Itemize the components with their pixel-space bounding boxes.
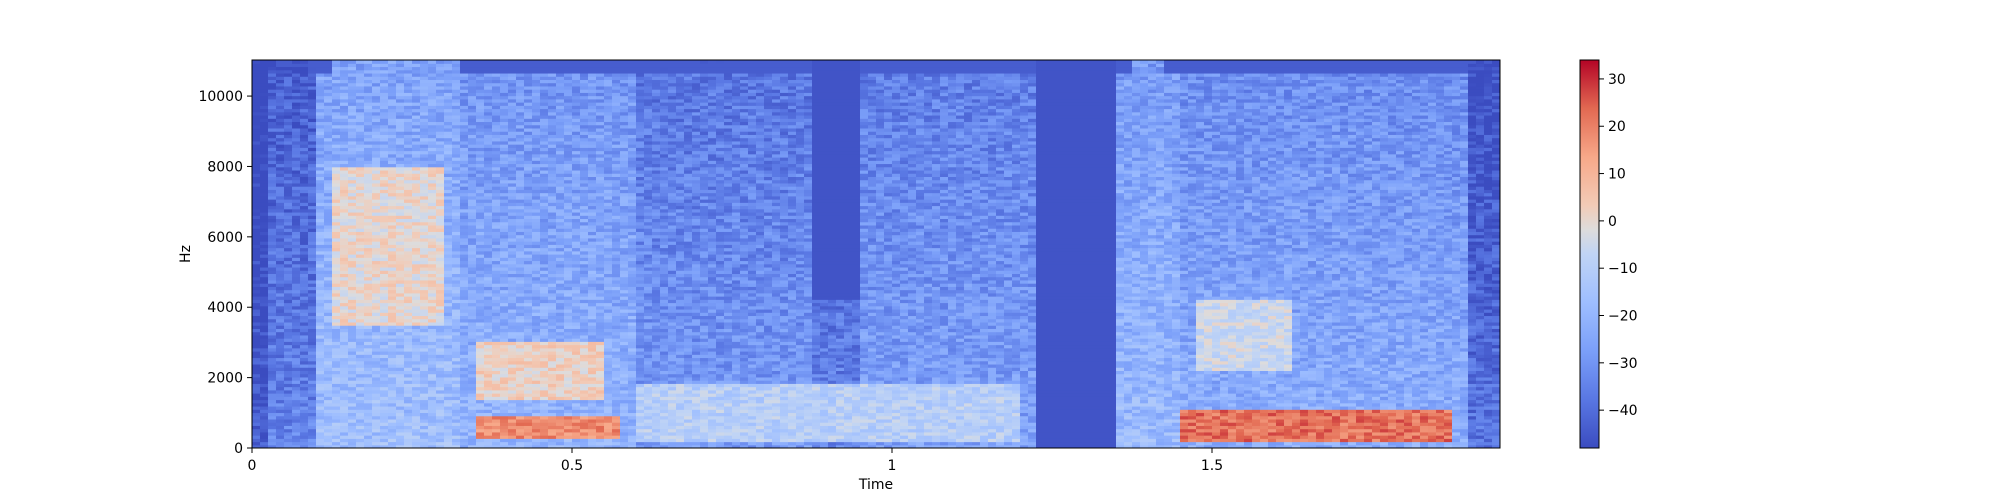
spectrogram-cell bbox=[340, 60, 349, 64]
spectrogram-cell bbox=[548, 60, 557, 64]
spectrogram-cell bbox=[508, 60, 517, 64]
spectrogram-cell bbox=[412, 60, 421, 64]
spectrogram-cell bbox=[324, 60, 333, 64]
spectrogram-cell bbox=[532, 60, 541, 64]
spectrogram-cell bbox=[348, 60, 357, 64]
spectrogram-cell bbox=[460, 60, 469, 64]
spectrogram-cell bbox=[364, 60, 373, 64]
spectrogram-cell bbox=[260, 60, 269, 64]
spectrogram-cell bbox=[276, 60, 285, 64]
spectrogram-cell bbox=[428, 60, 437, 64]
spectrogram-cell bbox=[268, 60, 277, 64]
spectrogram-cell bbox=[468, 60, 477, 64]
spectrogram-cell bbox=[404, 60, 413, 64]
spectrogram-cell bbox=[356, 60, 365, 64]
spectrogram-cell bbox=[436, 60, 445, 64]
spectrogram-cell bbox=[332, 60, 341, 64]
spectrogram-cell bbox=[380, 60, 389, 64]
spectrogram-cell bbox=[476, 60, 485, 64]
spectrogram-cell bbox=[540, 60, 549, 64]
spectrogram-cell bbox=[564, 60, 573, 64]
spectrogram-cell bbox=[316, 60, 325, 64]
spectrogram-cell bbox=[308, 60, 317, 64]
plot-area bbox=[252, 60, 1501, 449]
spectrogram-cells bbox=[252, 60, 1501, 449]
spectrogram-cell bbox=[300, 60, 309, 64]
spectrogram-cell bbox=[500, 60, 509, 64]
spectrogram-cell bbox=[292, 60, 301, 64]
spectrogram-cell bbox=[420, 60, 429, 64]
spectrogram-cell bbox=[252, 60, 261, 64]
spectrogram-cell bbox=[388, 60, 397, 64]
spectrogram-cell bbox=[284, 60, 293, 64]
spectrogram-cell bbox=[444, 60, 453, 64]
spectrogram-cell bbox=[556, 60, 565, 64]
spectrogram-cell bbox=[524, 60, 533, 64]
spectrogram-cell bbox=[396, 60, 405, 64]
spectrogram-cell bbox=[572, 60, 581, 64]
spectrogram-cell bbox=[372, 60, 381, 64]
spectrogram-cell bbox=[484, 60, 493, 64]
spectrogram-cell bbox=[492, 60, 501, 64]
spectrogram-cell bbox=[516, 60, 525, 64]
spectrogram-cell bbox=[452, 60, 461, 64]
